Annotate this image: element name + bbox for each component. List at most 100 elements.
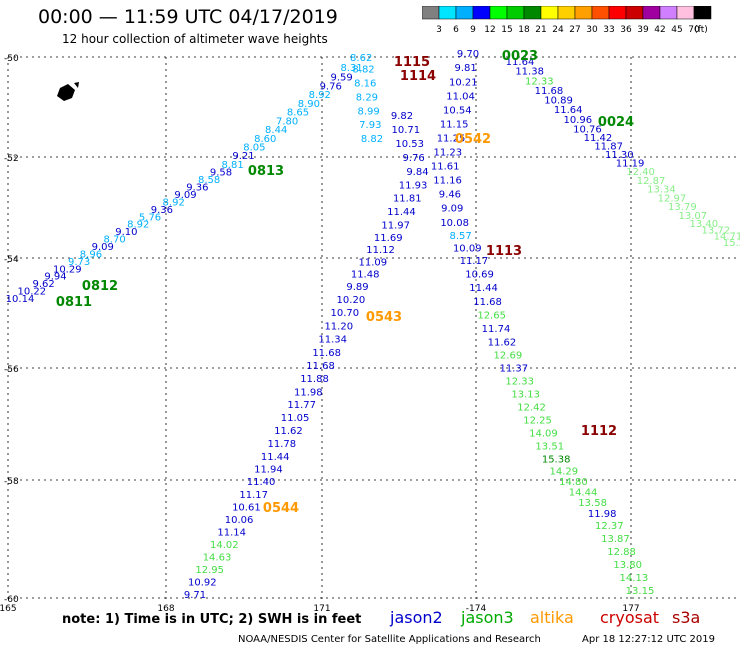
wave-height-value: 12.95 bbox=[195, 565, 224, 576]
wave-height-value: 9.71 bbox=[184, 590, 206, 601]
wave-height-value: 7.93 bbox=[359, 120, 381, 131]
wave-height-value: 11.16 bbox=[433, 175, 462, 186]
wave-height-value: 11.88 bbox=[300, 374, 329, 385]
wave-height-value: 7.80 bbox=[276, 116, 298, 127]
wave-height-value: 10.09 bbox=[453, 243, 482, 254]
wave-height-value: 13.13 bbox=[511, 389, 540, 400]
time-tag: 1114 bbox=[400, 69, 436, 84]
latitude-label: -58 bbox=[4, 477, 19, 487]
wave-height-value: 12.25 bbox=[523, 416, 552, 427]
wave-height-value: 10.22 bbox=[18, 287, 47, 298]
wave-height-value: 11.14 bbox=[217, 527, 246, 538]
wave-height-value: 14.80 bbox=[559, 477, 588, 488]
wave-height-value: 9.62 bbox=[33, 279, 55, 290]
wave-height-value: 11.12 bbox=[366, 245, 395, 256]
wave-height-value: 10.20 bbox=[337, 295, 366, 306]
latitude-label: -56 bbox=[4, 365, 19, 375]
wave-height-value: 8.16 bbox=[354, 79, 376, 90]
wave-height-value: 11.64 bbox=[506, 57, 535, 68]
jason3-west-track: 10.1410.229.629.9410.299.738.969.098.709… bbox=[6, 53, 383, 305]
legend-jason3: jason3 bbox=[461, 608, 514, 627]
wave-height-value: 11.37 bbox=[499, 363, 528, 374]
longitude-label: 171 bbox=[313, 604, 330, 614]
wave-height-value: 11.61 bbox=[431, 161, 460, 172]
wave-height-value: 8.92 bbox=[309, 90, 331, 101]
wave-height-value: 11.44 bbox=[469, 283, 498, 294]
colorbar-tick-label: 30 bbox=[586, 25, 598, 35]
wave-height-colorbar: 3 6 9 12 15 18 21 24 27 30 33 36 39 42 45 70(ft) bbox=[422, 6, 712, 35]
wave-height-value: 10.06 bbox=[225, 515, 254, 526]
wave-height-value: 11.40 bbox=[247, 477, 276, 488]
wave-height-value: 11.64 bbox=[554, 105, 583, 116]
credit-line: NOAA/NESDIS Center for Satellite Applica… bbox=[238, 634, 541, 645]
wave-height-value: 8.05 bbox=[243, 142, 265, 153]
wave-height-value: 11.98 bbox=[588, 509, 617, 520]
legend-s3a: s3a bbox=[672, 608, 701, 627]
wave-height-value: 8.44 bbox=[265, 125, 287, 136]
wave-height-value: 11.68 bbox=[306, 361, 335, 372]
wave-height-value: 10.14 bbox=[6, 294, 35, 305]
wave-height-value: 13.87 bbox=[601, 534, 630, 545]
wave-height-value: 11.78 bbox=[267, 439, 296, 450]
wave-height-value: 9.89 bbox=[346, 282, 368, 293]
wave-height-value: 9.36 bbox=[186, 183, 208, 194]
wave-height-value: 8.60 bbox=[254, 134, 276, 145]
wave-height-value: 11.62 bbox=[274, 426, 303, 437]
wave-height-value: 14.02 bbox=[210, 540, 239, 551]
wave-height-value: 11.98 bbox=[294, 387, 323, 398]
wave-height-value: 12.87 bbox=[637, 176, 666, 187]
wave-height-value: 9.09 bbox=[441, 204, 463, 215]
wave-height-value: 13.79 bbox=[668, 202, 697, 213]
colorbar-tick-label: 42 bbox=[654, 25, 665, 35]
wave-height-value: 9.09 bbox=[92, 242, 114, 253]
wave-height-value: 9.76 bbox=[320, 81, 342, 92]
wave-height-value: 9.59 bbox=[330, 73, 352, 84]
wave-height-value: 8.99 bbox=[357, 106, 379, 117]
wave-height-value: 11.20 bbox=[324, 321, 353, 332]
wave-height-value: 9.09 bbox=[174, 190, 196, 201]
wave-height-value: 8.92 bbox=[163, 197, 185, 208]
wave-height-value: 8.58 bbox=[198, 175, 220, 186]
colorbar-tick-label: 36 bbox=[620, 25, 632, 35]
wave-height-value: 13.07 bbox=[679, 211, 708, 222]
wave-height-value: 9.36 bbox=[151, 205, 173, 216]
satellite-tracks: 10.1410.229.629.9410.299.738.969.098.709… bbox=[6, 49, 740, 601]
wave-height-value: 11.23 bbox=[434, 147, 463, 158]
wave-height-value: 8.82 bbox=[352, 65, 374, 76]
wave-height-value: 13.34 bbox=[647, 185, 676, 196]
wave-height-value: 11.09 bbox=[359, 257, 388, 268]
wave-height-value: 10.92 bbox=[188, 577, 217, 588]
wave-height-value: 8.62 bbox=[350, 53, 372, 64]
altika-center-track: 9.70 9.81 10.21 11.04 10.54 11.15 11.25 11.23 11… bbox=[431, 49, 654, 597]
time-tag: 0024 bbox=[598, 115, 634, 130]
wave-height-value: 8.96 bbox=[80, 249, 102, 260]
time-tag: 0544 bbox=[263, 501, 299, 516]
wave-height-value: 13.40 bbox=[689, 219, 718, 230]
colorbar-tick-label: 3 bbox=[436, 25, 442, 35]
colorbar-tick-label: 24 bbox=[552, 25, 564, 35]
colorbar-unit-label: (ft) bbox=[694, 25, 708, 35]
colorbar-tick-label: 21 bbox=[535, 25, 546, 35]
wave-height-value: 10.53 bbox=[395, 139, 424, 150]
wave-height-value: 14.09 bbox=[529, 429, 558, 440]
wave-height-value: 10.21 bbox=[449, 77, 478, 88]
wave-height-value: 11.77 bbox=[287, 400, 316, 411]
wave-height-value: 11.44 bbox=[261, 452, 290, 463]
wave-height-value: 10.08 bbox=[440, 218, 469, 229]
colorbar-tick-label: 33 bbox=[603, 25, 614, 35]
wave-height-value: 10.54 bbox=[443, 105, 472, 116]
wave-height-value: 11.15 bbox=[440, 119, 469, 130]
latitude-label: -54 bbox=[4, 255, 19, 265]
wave-height-value: 14.29 bbox=[550, 466, 579, 477]
wave-height-value: 9.82 bbox=[391, 111, 413, 122]
wave-height-value: 10.29 bbox=[53, 264, 82, 275]
wave-height-value: 11.34 bbox=[318, 335, 347, 346]
wave-height-value: 10.61 bbox=[232, 502, 261, 513]
wave-height-value: 12.37 bbox=[595, 521, 624, 532]
wave-height-value: 15.2 bbox=[723, 238, 740, 249]
wave-height-value: 13.58 bbox=[578, 498, 607, 509]
wave-height-value: 10.70 bbox=[330, 308, 359, 319]
legend-note: note: 1) Time is in UTC; 2) SWH is in fe… bbox=[62, 612, 362, 627]
wave-height-value: 14.44 bbox=[569, 488, 598, 499]
